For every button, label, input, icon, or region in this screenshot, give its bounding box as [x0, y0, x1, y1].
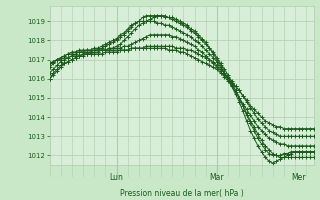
Text: Lun: Lun — [109, 173, 124, 182]
Text: Mar: Mar — [210, 173, 224, 182]
Text: Mer: Mer — [292, 173, 306, 182]
Text: Pression niveau de la mer( hPa ): Pression niveau de la mer( hPa ) — [120, 189, 244, 198]
